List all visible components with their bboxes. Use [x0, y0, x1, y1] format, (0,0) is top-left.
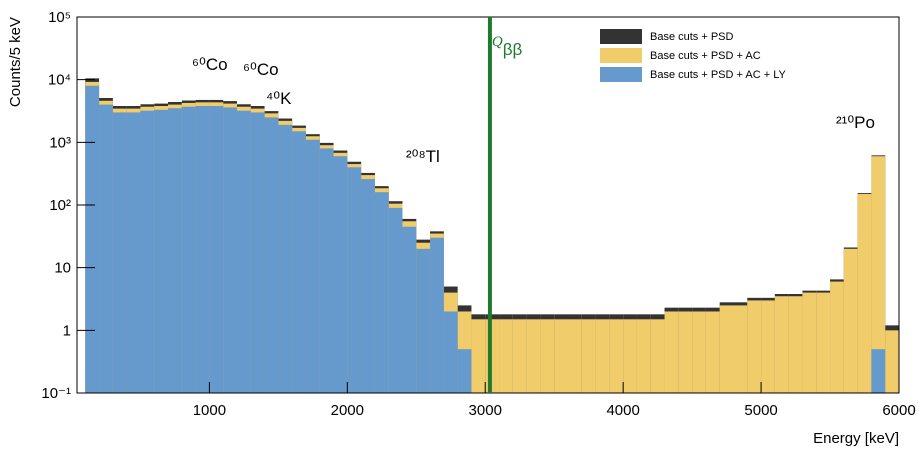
histogram-bar	[719, 305, 734, 393]
histogram-bar	[747, 300, 762, 393]
histogram-bar	[692, 311, 706, 393]
histogram-bar	[830, 281, 844, 393]
histogram-bar	[871, 349, 886, 393]
histogram-bar	[333, 156, 348, 393]
histogram-bar	[154, 109, 169, 394]
histogram-bar	[250, 112, 265, 394]
histogram-bar	[650, 319, 665, 393]
histogram-bar	[264, 117, 279, 394]
legend-swatch	[600, 67, 642, 82]
histogram-bar	[802, 292, 817, 393]
legend-label: Base cuts + PSD + AC + LY	[650, 69, 787, 81]
histogram-bar	[209, 106, 224, 393]
histogram-bar	[678, 311, 693, 393]
histogram-bar	[485, 319, 500, 393]
x-tick-label: 6000	[882, 402, 915, 419]
histogram-bar	[195, 106, 210, 393]
y-tick-label: 1	[63, 322, 71, 339]
histogram-bar	[664, 311, 679, 393]
annotation: ²⁰⁸Tl	[406, 147, 440, 166]
x-tick-label: 2000	[331, 402, 364, 419]
histogram-bar	[774, 296, 789, 393]
histogram-bar	[788, 296, 803, 393]
x-tick-label: 3000	[469, 402, 502, 419]
x-tick-label: 5000	[744, 402, 777, 419]
histogram-bar	[443, 311, 458, 393]
y-axis-label: Counts/5 keV	[7, 17, 24, 107]
annotation: ⁶⁰Co	[243, 60, 279, 79]
histogram-bar	[733, 305, 748, 393]
histogram-bar	[843, 248, 858, 393]
histogram-bar	[292, 131, 306, 393]
histogram-bar	[499, 319, 513, 393]
histogram-bar	[457, 349, 472, 393]
y-tick-label: 10²	[49, 197, 71, 214]
histogram-bar	[526, 319, 541, 393]
plot-area	[85, 78, 899, 394]
histogram-bar	[871, 156, 886, 393]
annotation: ⁴⁰K	[266, 89, 292, 108]
histogram-bar	[595, 319, 610, 393]
histogram-bar	[181, 106, 196, 394]
y-tick-label: 10	[54, 260, 71, 277]
histogram-bar	[319, 148, 334, 393]
histogram-bar	[278, 124, 293, 393]
histogram-bar	[816, 292, 831, 393]
histogram-bar	[416, 248, 431, 393]
histogram-bar	[554, 319, 568, 393]
histogram-bar	[402, 226, 417, 393]
q-value-label: Qββ	[492, 34, 523, 59]
y-tick-label: 10⁵	[48, 9, 71, 26]
histogram-bar	[885, 330, 899, 393]
x-axis-label: Energy [keV]	[813, 430, 899, 447]
histogram-bar	[567, 319, 582, 393]
histogram-bar	[140, 110, 155, 393]
histogram-bar	[374, 192, 389, 393]
histogram-bar	[85, 85, 100, 394]
histogram-bar	[347, 167, 362, 393]
histogram-bar	[512, 319, 527, 393]
y-tick-label: 10⁻¹	[41, 385, 71, 402]
histogram-bar	[223, 107, 237, 393]
histogram-bar	[168, 108, 182, 393]
q-symbol: Q	[492, 34, 503, 50]
histogram-bar	[623, 319, 637, 393]
histogram-bar	[99, 104, 113, 393]
legend-swatch	[600, 48, 642, 63]
q-subscript: ββ	[503, 40, 523, 59]
histogram-bar	[540, 319, 555, 393]
x-tick-label: 1000	[193, 402, 226, 419]
legend-label: Base cuts + PSD	[650, 31, 734, 43]
histogram-bar	[857, 193, 872, 393]
histogram-bar	[388, 207, 403, 393]
histogram-bar	[112, 112, 127, 394]
histogram-bar	[609, 319, 624, 393]
histogram-bar	[761, 300, 775, 393]
annotation: ⁶⁰Co	[192, 55, 228, 74]
histogram-bar	[305, 139, 320, 393]
histogram-bar	[705, 311, 720, 393]
legend-swatch	[600, 29, 642, 44]
histogram-bar	[471, 319, 486, 393]
histogram-bar	[636, 319, 651, 393]
histogram-bar	[361, 178, 375, 393]
y-tick-label: 10³	[49, 134, 71, 151]
histogram-bar	[126, 112, 141, 394]
y-tick-label: 10⁴	[48, 72, 71, 89]
histogram-bar	[581, 319, 596, 393]
histogram-bar	[236, 110, 251, 393]
annotation: ²¹⁰Po	[836, 113, 875, 132]
histogram-bar	[430, 237, 444, 393]
x-tick-label: 4000	[606, 402, 639, 419]
legend-label: Base cuts + PSD + AC	[650, 50, 761, 62]
